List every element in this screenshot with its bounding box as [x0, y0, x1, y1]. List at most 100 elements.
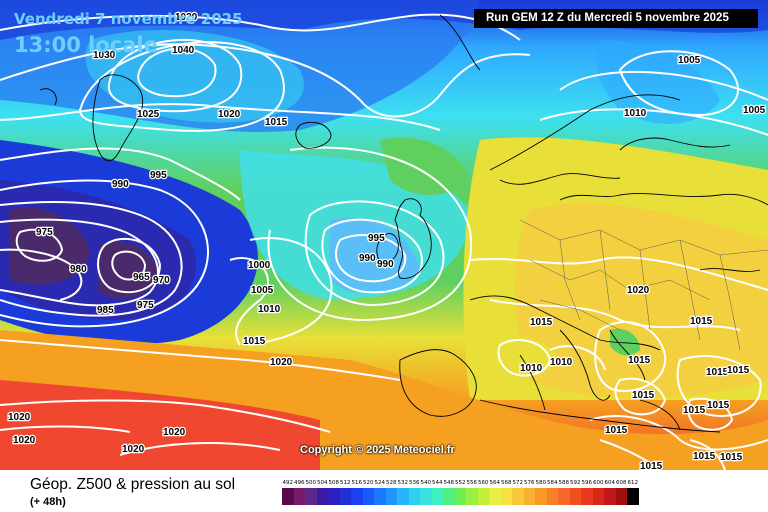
pressure-label: 990 — [112, 179, 129, 190]
scale-label: 600 — [593, 480, 604, 486]
scale-label: 504 — [317, 480, 328, 486]
isobars — [0, 13, 768, 470]
scale-label: 540 — [420, 480, 432, 486]
scale-swatch — [397, 488, 409, 505]
pressure-label: 1040 — [172, 45, 195, 56]
color-scale-bar — [282, 488, 639, 505]
scale-label: 512 — [340, 480, 351, 486]
scale-label: 548 — [443, 480, 455, 486]
scale-label: 516 — [351, 480, 363, 486]
pressure-label: 1020 — [175, 12, 198, 23]
pressure-label: 1015 — [530, 317, 553, 328]
scale-swatch — [408, 488, 420, 505]
scale-label: 496 — [294, 480, 305, 486]
pressure-label: 990 — [377, 259, 394, 270]
color-scale: 492 496 500 504 508 512 516 520 524 528 532 536 540 5… — [282, 480, 639, 505]
pressure-label: 1015 — [727, 365, 750, 376]
pressure-label: 1030 — [93, 50, 116, 61]
scale-label: 556 — [466, 480, 478, 486]
scale-label: 588 — [558, 480, 570, 486]
scale-label: 584 — [547, 480, 558, 486]
pressure-label: 1015 — [628, 355, 651, 366]
scale-label: 568 — [501, 480, 512, 486]
borders — [519, 219, 768, 351]
pressure-label: 1010 — [520, 363, 543, 374]
pressure-label: 1020 — [122, 444, 145, 455]
pressure-label: 1015 — [640, 461, 663, 470]
scale-label: 528 — [386, 480, 397, 486]
pressure-label: 1005 — [251, 285, 274, 296]
scale-label: 524 — [374, 480, 386, 486]
pressure-label: 995 — [368, 233, 385, 244]
scale-swatch — [466, 488, 478, 505]
scale-label: 536 — [409, 480, 420, 486]
pressure-label: 1020 — [13, 435, 36, 446]
scale-label: 580 — [535, 480, 547, 486]
copyright-text: Copyright © 2025 Meteociel.fr — [300, 444, 455, 456]
scale-label: 596 — [581, 480, 593, 486]
scale-label: 500 — [305, 480, 317, 486]
pressure-label: 1015 — [706, 367, 729, 378]
forecast-time: 13:00 locale — [14, 33, 158, 57]
scale-label: 564 — [489, 480, 501, 486]
scale-swatch — [615, 488, 627, 505]
scale-swatch — [535, 488, 547, 505]
color-scale-labels: 492 496 500 504 508 512 516 520 524 528 532 536 540 5… — [282, 480, 639, 486]
pressure-label: 1010 — [258, 304, 281, 315]
pressure-label: 1010 — [624, 108, 647, 119]
pressure-label: 990 — [359, 253, 376, 264]
pressure-label: 995 — [150, 170, 167, 181]
pressure-label: 1020 — [218, 109, 241, 120]
scale-swatch — [477, 488, 489, 505]
pressure-label: 980 — [70, 264, 87, 275]
pressure-label: 970 — [153, 275, 170, 286]
scale-swatch — [443, 488, 455, 505]
scale-swatch — [293, 488, 305, 505]
pressure-label: 1015 — [243, 336, 266, 347]
map-footer: Géop. Z500 & pression au sol (+ 48h) 492… — [0, 470, 768, 512]
scale-label: 492 — [282, 480, 294, 486]
scale-swatch — [489, 488, 501, 505]
scale-swatch — [500, 488, 512, 505]
pressure-label: 965 — [133, 272, 150, 283]
scale-swatch — [362, 488, 374, 505]
pressure-label: 1020 — [163, 427, 186, 438]
scale-label: 520 — [363, 480, 374, 486]
pressure-label: 1005 — [743, 105, 766, 116]
pressure-label: 1015 — [632, 390, 655, 401]
scale-label: 604 — [604, 480, 616, 486]
pressure-label: 1015 — [707, 400, 730, 411]
scale-swatch — [523, 488, 535, 505]
scale-label: 576 — [524, 480, 535, 486]
coastlines — [39, 14, 768, 433]
pressure-label: 1015 — [265, 117, 288, 128]
weather-map: 1020 1030 1040 1025 1020 1015 995 990 97… — [0, 0, 768, 470]
pressure-label: 1020 — [627, 285, 650, 296]
pressure-label: 1020 — [270, 357, 293, 368]
pressure-label: 1010 — [550, 357, 573, 368]
scale-swatch — [558, 488, 570, 505]
scale-swatch — [604, 488, 616, 505]
forecast-date: Vendredi 7 novembre 2025 — [14, 10, 243, 28]
scale-swatch — [431, 488, 443, 505]
scale-label: 592 — [570, 480, 581, 486]
scale-swatch — [385, 488, 397, 505]
pressure-label: 985 — [97, 305, 114, 316]
pressure-label: 1025 — [137, 109, 160, 120]
scale-swatch — [282, 488, 294, 505]
scale-swatch — [569, 488, 581, 505]
pressure-labels: 1020 1030 1040 1025 1020 1015 995 990 97… — [7, 11, 767, 470]
scale-swatch — [592, 488, 604, 505]
scale-label: 508 — [328, 480, 340, 486]
pressure-label: 975 — [137, 300, 154, 311]
scale-swatch — [512, 488, 524, 505]
pressure-label: 1015 — [693, 451, 716, 462]
scale-label: 608 — [616, 480, 627, 486]
scale-swatch — [316, 488, 328, 505]
scale-swatch — [339, 488, 351, 505]
scale-swatch — [546, 488, 558, 505]
scale-label: 532 — [397, 480, 409, 486]
pressure-label: 1020 — [8, 412, 31, 423]
forecast-lead-time: (+ 48h) — [30, 496, 66, 508]
scale-swatch — [328, 488, 340, 505]
